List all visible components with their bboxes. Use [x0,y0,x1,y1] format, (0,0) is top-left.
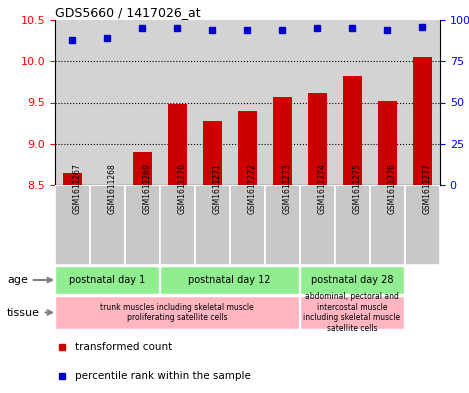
Text: age: age [7,275,52,285]
Bar [168,104,187,185]
Bar [133,152,152,185]
Bar [370,185,405,265]
Bar [63,173,82,185]
Text: GSM1611273: GSM1611273 [282,163,292,215]
Text: postnatal day 28: postnatal day 28 [311,275,393,285]
Text: GDS5660 / 1417026_at: GDS5660 / 1417026_at [55,6,201,19]
Text: GSM1611270: GSM1611270 [177,163,187,215]
Bar [308,93,327,185]
Bar [335,185,370,265]
Bar [238,111,257,185]
Bar [300,296,404,329]
Bar [160,266,299,294]
Bar [55,296,299,329]
Text: percentile rank within the sample: percentile rank within the sample [75,371,250,381]
Bar [413,57,432,185]
Text: GSM1611268: GSM1611268 [107,163,116,214]
Text: postnatal day 12: postnatal day 12 [188,275,271,285]
Text: postnatal day 1: postnatal day 1 [69,275,145,285]
Text: GSM1611277: GSM1611277 [423,163,431,215]
Bar [343,76,362,185]
Text: abdominal, pectoral and
intercostal muscle
including skeletal muscle
satellite c: abdominal, pectoral and intercostal musc… [303,292,401,332]
Bar [300,185,335,265]
Text: GSM1611272: GSM1611272 [248,163,257,214]
Text: GSM1611275: GSM1611275 [353,163,362,215]
Bar [273,97,292,185]
Text: GSM1611274: GSM1611274 [318,163,326,215]
Bar [160,185,195,265]
Text: GSM1611267: GSM1611267 [73,163,82,215]
Bar [55,185,90,265]
Bar [125,185,160,265]
Bar [405,185,440,265]
Text: tissue: tissue [7,307,52,318]
Bar [203,121,222,185]
Bar [195,185,230,265]
Bar [90,185,125,265]
Text: trunk muscles including skeletal muscle
proliferating satellite cells: trunk muscles including skeletal muscle … [100,303,254,322]
Bar [55,266,159,294]
Bar [230,185,265,265]
Text: GSM1611271: GSM1611271 [212,163,221,214]
Text: GSM1611276: GSM1611276 [387,163,396,215]
Bar [378,101,397,185]
Text: transformed count: transformed count [75,342,172,352]
Text: GSM1611269: GSM1611269 [143,163,151,215]
Bar [300,266,404,294]
Bar [265,185,300,265]
